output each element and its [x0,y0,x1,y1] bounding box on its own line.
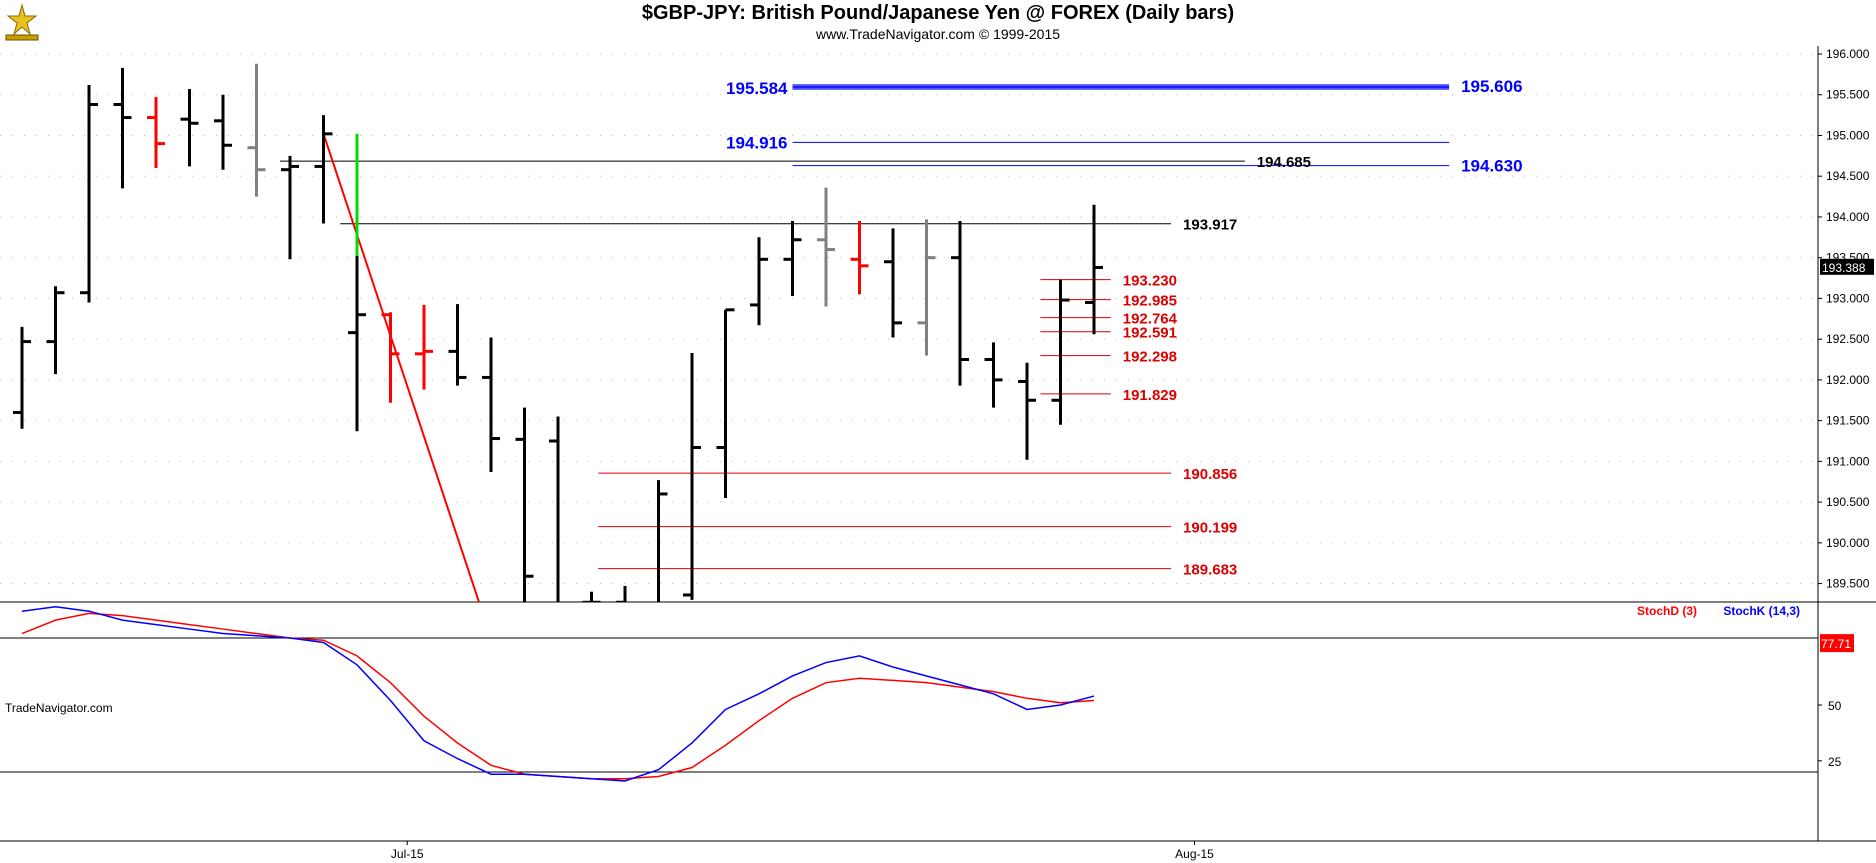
price-tick-label: 190.000 [1826,536,1870,550]
price-tick-label: 193.000 [1826,291,1870,305]
stoch-tick-label: 50 [1828,699,1842,713]
stoch-value-label: 77.71 [1821,637,1851,651]
price-tick-label: 192.500 [1826,332,1870,346]
level-label: 194.630 [1461,157,1522,176]
ohlc-bar [113,67,132,189]
ohlc-bar [817,187,835,307]
price-tick-label: 191.500 [1826,414,1870,428]
ohlc-bar [1051,279,1070,425]
ohlc-bar [180,89,199,167]
ohlc-bar [984,342,1003,408]
last-price-label: 193.388 [1822,261,1866,275]
ohlc-bar [13,326,31,429]
ohlc-bar [951,221,969,386]
chart-title: $GBP-JPY: British Pound/Japanese Yen @ F… [641,2,1235,24]
price-tick-label: 189.500 [1826,577,1870,591]
stochastic-panel: 25 50 StochK (14,3) StochD (3) 77.71 [0,604,1876,842]
stoch-tick-label: 25 [1828,755,1842,769]
chart-subtitle: www.TradeNavigator.com © 1999-2015 [815,26,1061,42]
ohlc-bar [657,480,668,602]
ohlc-bar [448,304,467,386]
ohlc-bar [750,237,768,326]
ohlc-bar [147,97,165,169]
level-label: 192.591 [1123,325,1177,342]
stoch-legend-entry: StochK (14,3) [1723,604,1800,618]
price-tick-label: 195.000 [1826,128,1870,142]
watermark-text: TradeNavigator.com [5,701,113,715]
level-label: 192.985 [1123,293,1177,310]
ohlc-bar [716,308,735,499]
ohlc-bar [616,586,627,602]
last-price-marker [1820,258,1874,275]
ohlc-bar [381,312,400,403]
level-label: 190.856 [1183,466,1237,483]
ohlc-bar [214,94,232,170]
level-label: 191.829 [1123,387,1177,404]
price-tick-label: 194.500 [1826,169,1870,183]
stoch-legend-entry: StochD (3) [1637,604,1697,618]
ohlc-bar [515,407,534,602]
ohlc-bar [549,416,560,602]
trend-line [322,133,481,602]
price-tick-label: 195.500 [1826,88,1870,102]
stoch-series-line [21,605,1095,782]
ohlc-bar [415,304,433,390]
ohlc-bar [683,352,701,600]
ohlc-bar [46,286,65,375]
level-label: 195.606 [1461,77,1522,96]
level-label: 192.764 [1123,311,1178,328]
ohlc-bar [582,591,601,602]
ohlc-bar [482,337,500,472]
stoch-plot [21,605,1095,782]
price-tick-label: 190.500 [1826,495,1870,509]
price-tick-label: 194.000 [1826,210,1870,224]
chart-header: $GBP-JPY: British Pound/Japanese Yen @ F… [0,0,1876,46]
chart-area: 189.500 190.000 190.500 191.000 191.500 192.0… [0,46,1876,863]
ohlc-bar [80,84,98,303]
ohlc-bar [783,221,802,296]
price-plot: 195.584 195.606 194.916 194.630 194.685 193.9… [13,63,1523,602]
level-label: 189.683 [1183,562,1237,579]
ohlc-bar [1018,362,1036,460]
trade-navigator-logo-icon [5,3,39,41]
price-tick-label: 196.000 [1826,47,1870,61]
ohlc-bar [281,155,299,260]
level-label: 192.298 [1123,349,1177,366]
ohlc-bar [314,115,333,224]
date-axis: Jul-15 Aug-15 [391,841,1214,861]
ohlc-bar [884,228,902,338]
price-tick-label: 191.000 [1826,454,1870,468]
ohlc-bar [1085,204,1103,335]
level-label: 193.230 [1123,273,1177,290]
ohlc-bar [850,221,869,295]
level-label: 190.199 [1183,520,1237,537]
ohlc-bar [247,63,266,197]
level-label: 195.584 [726,79,788,98]
level-label: 194.685 [1257,154,1311,171]
date-tick-label: Jul-15 [391,847,424,861]
stoch-value-marker [1820,634,1854,653]
date-tick-label: Aug-15 [1175,847,1214,861]
level-label: 194.916 [726,133,787,152]
ohlc-bar [348,255,366,432]
price-tick-label: 192.000 [1826,373,1870,387]
level-label: 193.917 [1183,217,1237,234]
ohlc-bar [917,219,936,356]
price-panel: 189.500 190.000 190.500 191.000 191.500 192.0… [0,46,1876,841]
